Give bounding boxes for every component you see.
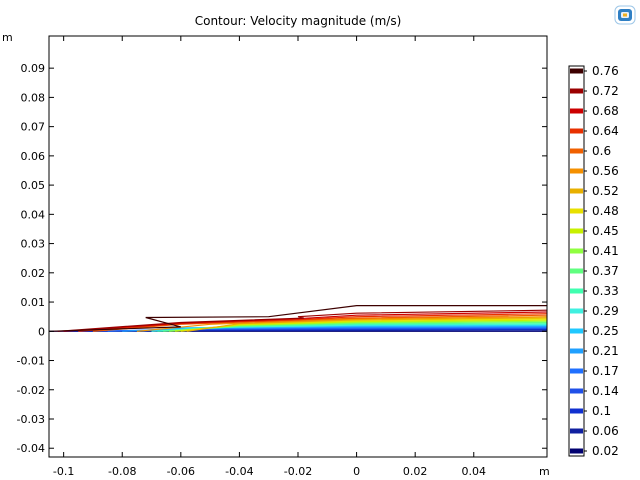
legend-label: 0.06 [592,424,619,438]
legend-label: 0.76 [592,64,619,78]
legend-swatch [570,148,583,154]
x-axis-unit: m [539,465,550,478]
legend-swatch [570,208,583,214]
x-tick-label: 0.04 [462,465,487,478]
y-tick-label: -0.04 [17,442,45,455]
legend-swatch [570,328,583,334]
y-tick-label: 0 [38,325,45,338]
legend-swatch [570,228,583,234]
y-tick-label: 0.08 [21,91,46,104]
y-tick-label: -0.02 [17,384,45,397]
y-axis-unit: m [2,31,13,44]
x-tick-label: -0.04 [225,465,253,478]
contour-line-0.56 [136,316,547,332]
plot-area[interactable] [49,305,547,332]
x-tick-label: 0 [353,465,360,478]
contour-line-0.52 [186,317,547,332]
legend-label: 0.72 [592,84,619,98]
legend-label: 0.64 [592,124,619,138]
legend-swatch [570,188,583,194]
legend-label: 0.1 [592,404,611,418]
plot-title: Contour: Velocity magnitude (m/s) [195,14,402,28]
comsol-logo-icon[interactable] [614,5,636,25]
y-axis: 0.09 0.08 0.07 0.06 0.05 0.04 0.03 0.02 0.01 0 -0.… [17,62,547,455]
contour-line-0.72 [57,309,547,332]
y-tick-label: 0.06 [21,150,46,163]
legend-swatch [570,68,583,74]
axes-frame [48,35,548,458]
legend-label: 0.33 [592,284,619,298]
legend-label: 0.41 [592,244,619,258]
legend-swatch [570,368,583,374]
legend-swatch [570,248,583,254]
x-axis: -0.1 -0.08 -0.06 -0.04 -0.02 0 0.02 0.04 [53,36,486,478]
legend-label: 0.48 [592,204,619,218]
legend-swatch [570,168,583,174]
color-legend: 0.76 0.72 0.68 0.64 0.6 0.56 0.52 0.48 0.45 0.41 0… [568,64,619,458]
y-tick-label: 0.03 [21,238,46,251]
legend-label: 0.37 [592,264,619,278]
legend-label: 0.6 [592,144,611,158]
x-tick-label: -0.08 [108,465,136,478]
legend-swatch [570,428,583,434]
x-tick-label: 0.02 [403,465,428,478]
legend-swatch [570,88,583,94]
legend-swatch [570,128,583,134]
y-tick-label: 0.01 [21,296,46,309]
legend-label: 0.17 [592,364,619,378]
legend-swatch [570,288,583,294]
y-tick-label: 0.07 [21,121,46,134]
legend-swatch [570,348,583,354]
x-tick-label: -0.1 [53,465,74,478]
contour-line-0.76 [49,305,547,332]
legend-swatch [570,408,583,414]
legend-label: 0.68 [592,104,619,118]
legend-swatch [570,448,583,454]
y-tick-label: 0.09 [21,62,46,75]
y-tick-label: 0.02 [21,267,46,280]
y-tick-label: 0.04 [21,208,46,221]
legend-label: 0.29 [592,304,619,318]
legend-label: 0.21 [592,344,619,358]
x-tick-label: -0.06 [167,465,195,478]
y-tick-label: 0.05 [21,179,46,192]
legend-label: 0.45 [592,224,619,238]
legend-swatch [570,388,583,394]
contour-line-0.64 [78,313,547,332]
x-tick-label: -0.02 [284,465,312,478]
legend-swatch [570,268,583,274]
legend-label: 0.52 [592,184,619,198]
legend-label: 0.56 [592,164,619,178]
y-tick-label: -0.03 [17,413,45,426]
legend-swatch [570,308,583,314]
legend-label: 0.25 [592,324,619,338]
legend-frame [568,65,585,457]
y-tick-label: -0.01 [17,355,45,368]
legend-label: 0.14 [592,384,619,398]
legend-label: 0.02 [592,444,619,458]
legend-swatch [570,108,583,114]
